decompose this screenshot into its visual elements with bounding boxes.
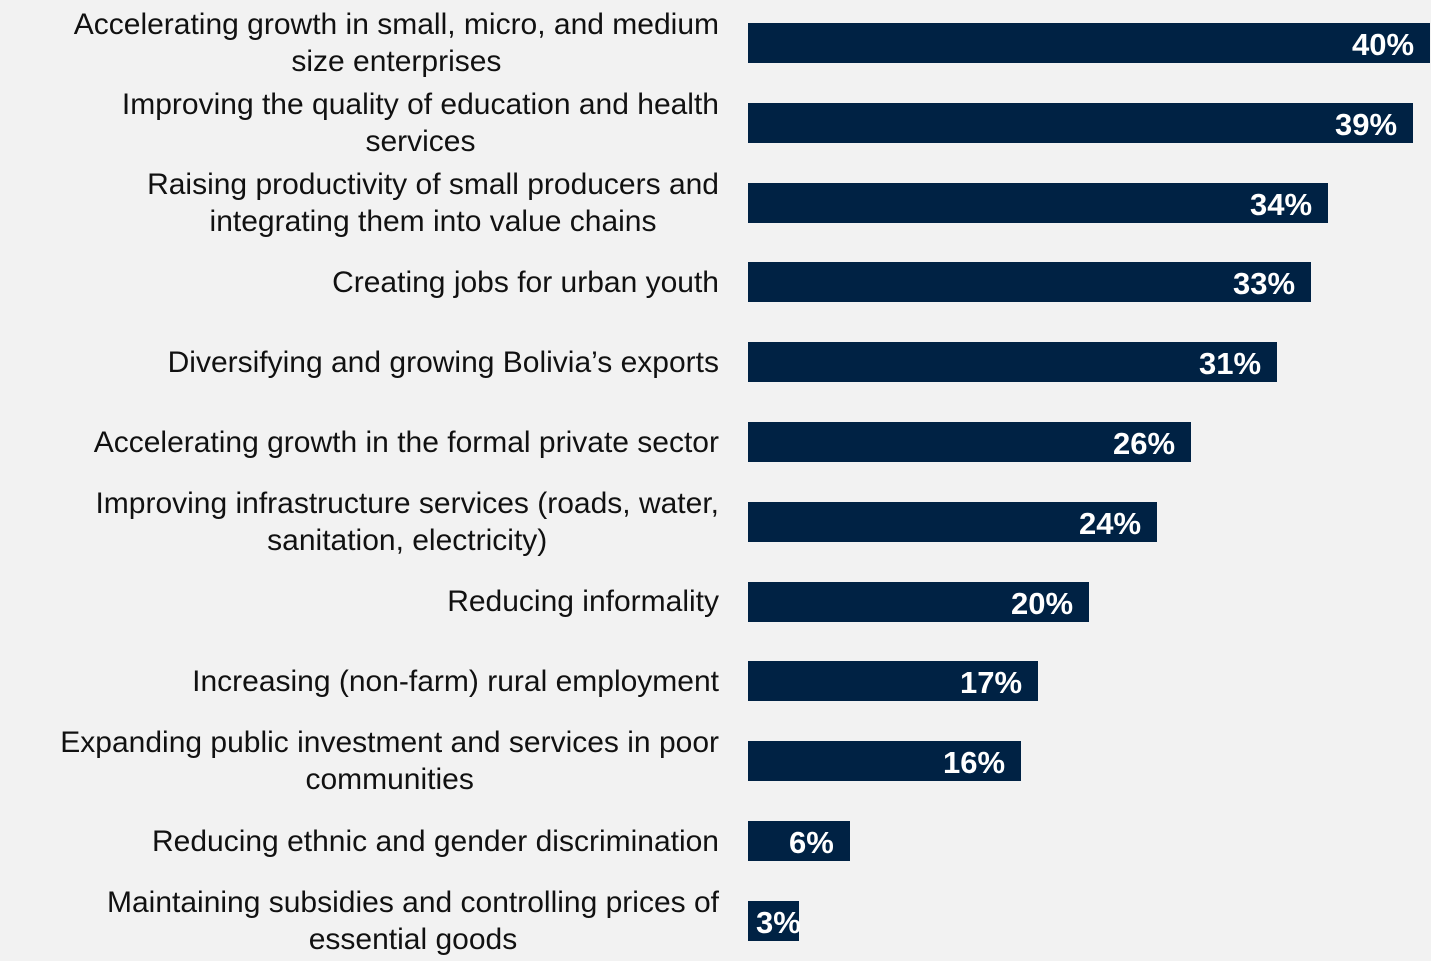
- bar: [748, 900, 799, 941]
- bar: [748, 342, 1277, 383]
- bar-value-label: 26%: [1113, 426, 1176, 461]
- category-label: Improving the quality of education and h…: [121, 87, 719, 158]
- category-label: Diversifying and growing Bolivia’s expor…: [167, 345, 719, 379]
- bar: [748, 661, 1038, 702]
- category-label: Reducing ethnic and gender discriminatio…: [151, 824, 719, 858]
- bar-value-label: 39%: [1335, 106, 1398, 142]
- bar: [748, 821, 850, 861]
- category-label: Expanding public investment and services…: [60, 726, 719, 797]
- category-label: Improving infrastructure services (roads…: [95, 486, 719, 557]
- bar-value-label: 6%: [789, 825, 834, 860]
- bar-value-label: 3%: [756, 904, 801, 940]
- bar-value-label: 40%: [1352, 27, 1415, 62]
- bar-value-label: 31%: [1199, 346, 1262, 382]
- category-label: Accelerating growth in the formal privat…: [93, 425, 719, 459]
- bar-value-label: 33%: [1233, 266, 1296, 302]
- category-label: Increasing (non-farm) rural employment: [192, 664, 719, 698]
- bar: [748, 102, 1413, 143]
- bar-value-label: 34%: [1250, 186, 1313, 222]
- bar: [748, 422, 1191, 462]
- category-label: Creating jobs for urban youth: [332, 265, 719, 299]
- bar: [748, 741, 1021, 782]
- bar-value-label: 24%: [1079, 505, 1142, 541]
- bar: [748, 182, 1328, 223]
- category-label: Maintaining subsidies and controlling pr…: [106, 885, 719, 956]
- bar: [748, 501, 1157, 542]
- category-label: Accelerating growth in small, micro, and…: [73, 8, 719, 78]
- bar-value-label: 17%: [960, 665, 1023, 701]
- bar: [748, 581, 1089, 622]
- category-label: Reducing informality: [447, 585, 719, 619]
- bar: [748, 262, 1311, 303]
- bar-value-label: 16%: [943, 745, 1006, 781]
- category-label: Raising productivity of small producers …: [147, 167, 719, 238]
- bar: [748, 23, 1430, 63]
- bar-value-label: 20%: [1011, 585, 1074, 621]
